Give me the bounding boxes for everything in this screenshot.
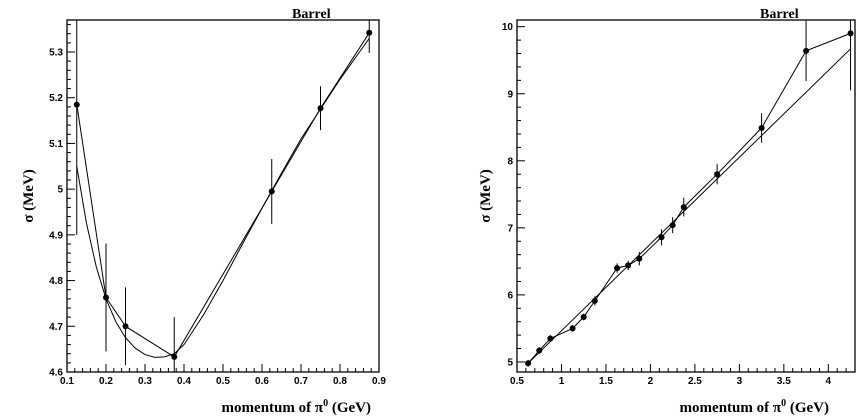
y-tick-label: 4.6 bbox=[49, 368, 63, 379]
x-tick-label: 0.5 bbox=[216, 376, 230, 387]
plot-frame bbox=[516, 19, 856, 373]
x-tick-label: 4 bbox=[826, 376, 832, 387]
y-tick-label: 7 bbox=[507, 223, 513, 234]
y-tick-label: 10 bbox=[502, 22, 514, 33]
connecting-line bbox=[76, 32, 370, 358]
x-axis-label-superscript: 0 bbox=[323, 398, 328, 409]
x-tick-label: 0.3 bbox=[138, 376, 152, 387]
x-axis-label: momentum of π0 (GeV) bbox=[680, 398, 829, 416]
x-tick-label: 0.8 bbox=[333, 376, 347, 387]
x-tick-label: 2.5 bbox=[688, 376, 702, 387]
plot-frame bbox=[66, 19, 380, 373]
x-tick-label: 1 bbox=[559, 376, 565, 387]
y-tick-label: 5.2 bbox=[49, 93, 63, 104]
y-tick-label: 6 bbox=[507, 290, 513, 301]
y-tick-label: 5.3 bbox=[49, 48, 63, 59]
x-tick-label: 0.9 bbox=[372, 376, 386, 387]
x-axis-label-main: momentum of π bbox=[222, 400, 324, 416]
x-tick-label: 0.6 bbox=[255, 376, 269, 387]
y-tick-label: 9 bbox=[507, 89, 513, 100]
fit-curve bbox=[76, 38, 370, 358]
x-tick-label: 3.5 bbox=[777, 376, 791, 387]
x-tick-label: 0.1 bbox=[60, 376, 74, 387]
x-axis-label-superscript: 0 bbox=[781, 398, 786, 409]
x-tick-label: 0.5 bbox=[510, 376, 524, 387]
x-axis-label-unit: (GeV) bbox=[328, 400, 371, 416]
y-axis-label: σ (MeV) bbox=[478, 169, 494, 223]
x-tick-label: 0.7 bbox=[294, 376, 308, 387]
x-tick-label: 3 bbox=[737, 376, 743, 387]
chart-panel-right: Barrel σ (MeV) momentum of π0 (GeV) 0.5 1… bbox=[478, 7, 856, 416]
x-tick-label: 1.5 bbox=[599, 376, 613, 387]
x-tick-label: 0.4 bbox=[177, 376, 191, 387]
chart-title: Barrel bbox=[292, 7, 331, 22]
y-tick-label: 4.7 bbox=[49, 322, 63, 333]
chart-panel-left: Barrel σ (MeV) momentum of π0 (GeV) 0.1 0… bbox=[21, 7, 386, 416]
data-point bbox=[73, 101, 80, 108]
chart-title: Barrel bbox=[760, 7, 799, 22]
y-tick-label: 4.9 bbox=[49, 230, 63, 241]
x-tick-label: 2 bbox=[648, 376, 654, 387]
y-tick-label: 5.1 bbox=[49, 139, 63, 150]
connecting-line bbox=[527, 32, 851, 364]
x-tick-label: 0.2 bbox=[99, 376, 113, 387]
x-axis-label-main: momentum of π bbox=[680, 400, 782, 416]
y-tick-label: 8 bbox=[507, 156, 513, 167]
x-axis-label-unit: (GeV) bbox=[786, 400, 829, 416]
y-tick-label: 5 bbox=[57, 185, 63, 196]
fit-curve bbox=[527, 48, 851, 364]
y-axis-label: σ (MeV) bbox=[21, 169, 37, 223]
y-tick-label: 4.8 bbox=[49, 276, 63, 287]
x-axis-label: momentum of π0 (GeV) bbox=[222, 398, 371, 416]
y-tick-label: 5 bbox=[507, 357, 513, 368]
